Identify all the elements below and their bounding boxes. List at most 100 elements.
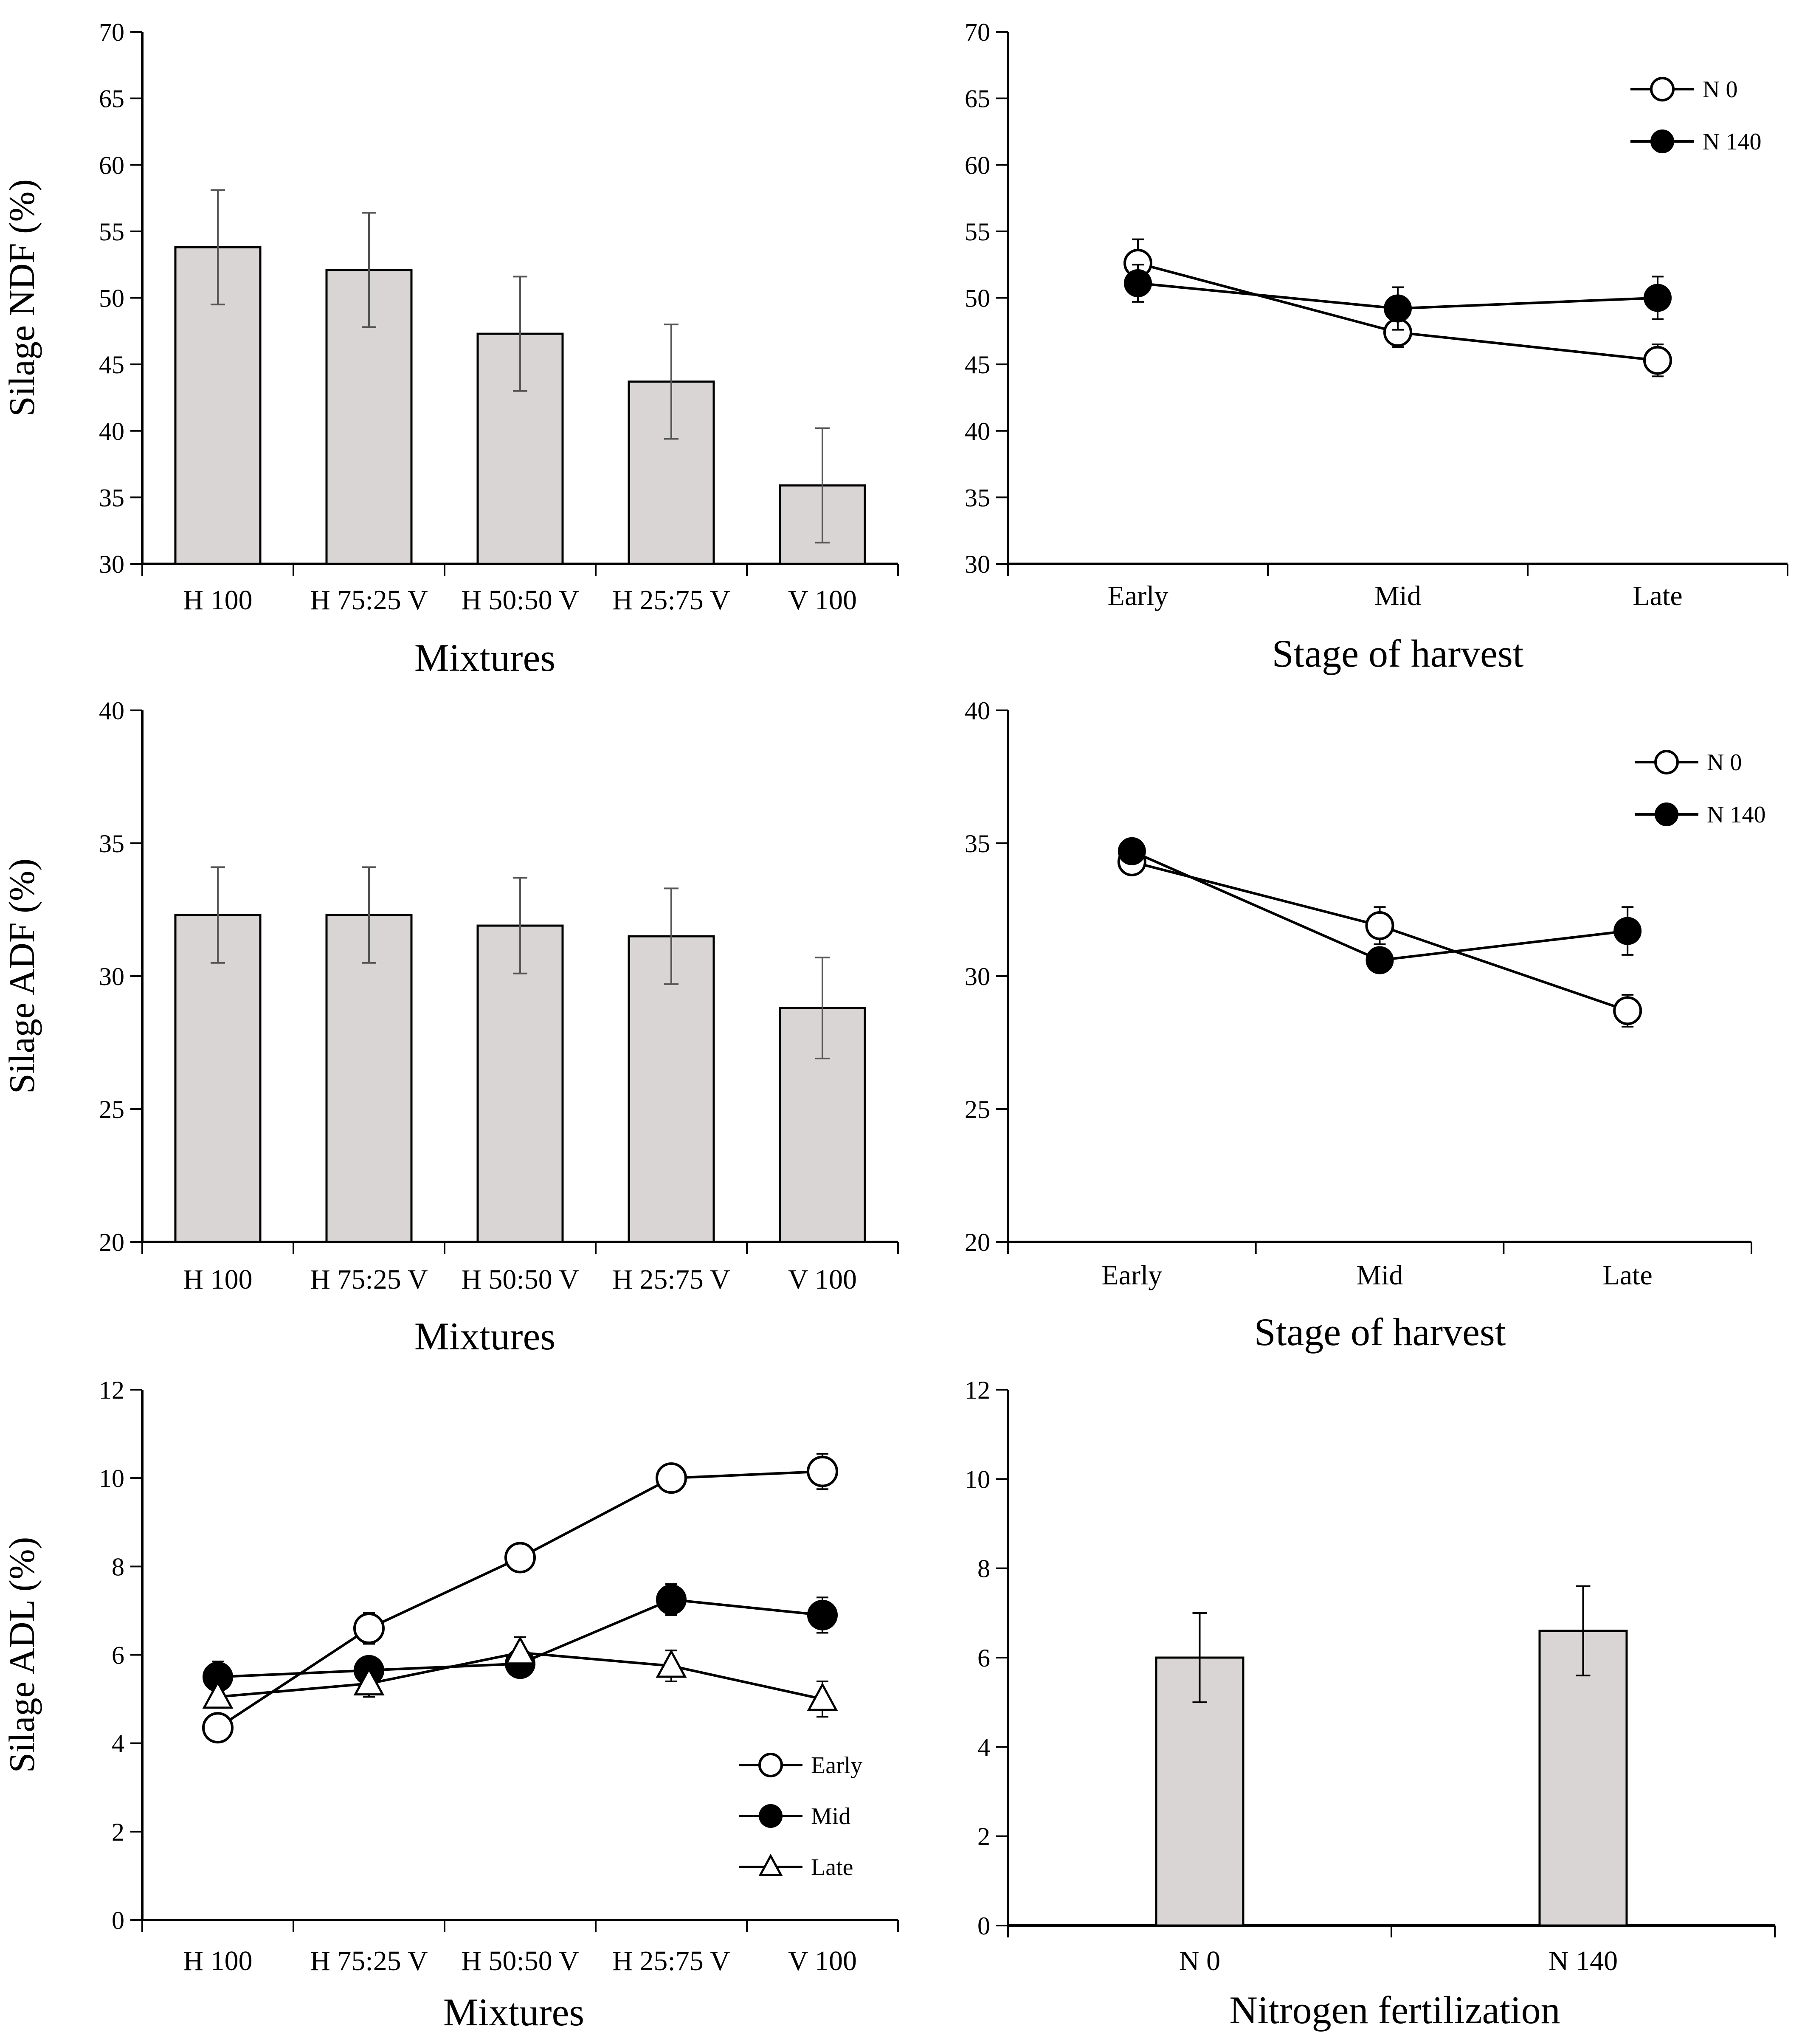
data-point xyxy=(353,1667,385,1696)
y-tick-label: 50 xyxy=(99,284,124,313)
x-tick-label: H 50:50 V xyxy=(461,1264,579,1295)
y-tick-label: 2 xyxy=(977,1823,990,1851)
x-tick-label: N 0 xyxy=(1179,1945,1220,1976)
y-tick-label: 20 xyxy=(99,1228,124,1256)
y-tick-label: 60 xyxy=(965,151,990,179)
x-tick-label: V 100 xyxy=(788,1264,857,1295)
y-tick-label: 35 xyxy=(965,830,990,858)
legend-label: N 0 xyxy=(1707,749,1742,776)
y-tick-label: 20 xyxy=(965,1228,990,1256)
y-tick-label: 25 xyxy=(99,1095,124,1123)
chart-ndf-mixtures: 30 35 40 45 50 55 60 65 70 H 100 H 75:25 V H 50:50 … xyxy=(1,18,899,679)
series-early xyxy=(202,1453,838,1744)
y-tick-label: 0 xyxy=(977,1912,990,1940)
x-tick-label: H 100 xyxy=(183,585,252,616)
x-axis-title: Nitrogen fertilization xyxy=(1229,1988,1560,2032)
x-tick-label: H 25:75 V xyxy=(612,1945,730,1976)
y-axis-title: Silage NDF (%) xyxy=(1,179,42,417)
legend-marker xyxy=(1650,77,1675,101)
y-tick-label: 70 xyxy=(99,18,124,46)
data-point xyxy=(504,1542,536,1574)
x-axis-title: Stage of harvest xyxy=(1254,1310,1506,1354)
x-axis-title: Mixtures xyxy=(443,1991,584,2034)
legend-label: Early xyxy=(811,1752,862,1779)
x-tick-label: H 25:75 V xyxy=(612,1264,730,1295)
x-tick-label: H 50:50 V xyxy=(461,585,579,616)
y-tick-label: 12 xyxy=(99,1376,124,1404)
series-late xyxy=(202,1636,838,1718)
legend: N 0 N 140 xyxy=(1630,76,1761,155)
x-tick-label: Late xyxy=(1603,1260,1653,1291)
chart-adl-mixtures: 0 2 4 6 8 10 12 H 100 H 75:25 V H 50:50 V H 25:75 … xyxy=(1,1376,899,2034)
y-tick-label: 30 xyxy=(965,550,990,578)
x-tick-label: Mid xyxy=(1356,1260,1403,1291)
legend-marker xyxy=(1655,802,1678,826)
legend-label: Mid xyxy=(811,1803,850,1830)
y-tick-label: 35 xyxy=(99,484,124,512)
y-tick-label: 30 xyxy=(99,550,124,578)
y-tick-label: 4 xyxy=(112,1730,124,1758)
legend-label: N 0 xyxy=(1703,76,1737,103)
x-axis-title: Mixtures xyxy=(414,1315,555,1358)
legend: Early Mid Late xyxy=(739,1752,862,1881)
y-tick-label: 55 xyxy=(99,218,124,246)
x-tick-label: V 100 xyxy=(788,1945,857,1976)
y-tick-label: 4 xyxy=(977,1733,990,1761)
chart-ndf-stage: 30 35 40 45 50 55 60 65 70 Early Mid Late Stage of h… xyxy=(965,18,1788,675)
data-point xyxy=(1643,346,1672,375)
x-tick-label: V 100 xyxy=(788,585,857,616)
x-tick-label: H 75:25 V xyxy=(310,585,428,616)
chart-adl-nitrogen: 0 2 4 6 8 10 12 N 0 N 140 Nitrogen fertilization xyxy=(965,1376,1776,2032)
y-tick-label: 45 xyxy=(99,351,124,379)
y-tick-label: 40 xyxy=(99,417,124,445)
y-tick-label: 2 xyxy=(112,1818,124,1846)
data-point xyxy=(1613,996,1642,1025)
x-tick-label: Early xyxy=(1108,580,1168,611)
y-tick-label: 35 xyxy=(965,484,990,512)
y-tick-label: 40 xyxy=(965,697,990,725)
legend-marker xyxy=(758,1853,783,1876)
data-point xyxy=(656,1462,687,1494)
x-axis-title: Mixtures xyxy=(414,636,555,679)
bar xyxy=(1538,1630,1628,1927)
x-tick-label: H 100 xyxy=(183,1945,252,1976)
x-tick-label: Early xyxy=(1101,1260,1162,1291)
data-point xyxy=(1613,917,1642,945)
y-tick-label: 55 xyxy=(965,218,990,246)
data-point xyxy=(1366,946,1394,974)
x-tick-label: Mid xyxy=(1374,580,1421,611)
data-point xyxy=(807,1456,838,1487)
data-point xyxy=(656,1584,687,1615)
y-tick-label: 6 xyxy=(977,1644,990,1672)
data-point xyxy=(504,1636,536,1665)
data-point xyxy=(202,1712,234,1744)
x-tick-label: H 25:75 V xyxy=(612,585,730,616)
data-point xyxy=(1384,294,1412,323)
data-point xyxy=(1118,837,1146,865)
bar xyxy=(628,935,715,1243)
x-tick-label: H 100 xyxy=(183,1264,252,1295)
series-n-140 xyxy=(1124,264,1672,331)
x-tick-label: Late xyxy=(1633,580,1682,611)
chart-adf-stage: 20 25 30 35 40 Early Mid Late Stage of harvest N … xyxy=(965,697,1765,1354)
data-point xyxy=(1124,269,1152,298)
x-tick-label: H 50:50 V xyxy=(461,1945,579,1976)
y-tick-label: 65 xyxy=(99,85,124,113)
chart-adf-mixtures: 20 25 30 35 40 H 100 H 75:25 V H 50:50 V H 25:75… xyxy=(1,697,899,1358)
legend-marker xyxy=(759,1804,783,1828)
legend-marker xyxy=(758,1753,783,1777)
y-tick-label: 35 xyxy=(99,830,124,858)
y-tick-label: 40 xyxy=(965,417,990,445)
data-point xyxy=(1644,284,1672,312)
y-tick-label: 12 xyxy=(965,1376,990,1404)
y-tick-label: 6 xyxy=(112,1641,124,1670)
y-axis-title: Silage ADL (%) xyxy=(1,1537,42,1773)
y-tick-label: 8 xyxy=(977,1555,990,1583)
x-tick-label: H 75:25 V xyxy=(310,1945,428,1976)
data-point xyxy=(656,1649,687,1678)
x-axis-title: Stage of harvest xyxy=(1272,632,1524,675)
legend-marker xyxy=(1654,750,1679,774)
bar xyxy=(174,914,262,1243)
y-tick-label: 0 xyxy=(112,1906,124,1934)
